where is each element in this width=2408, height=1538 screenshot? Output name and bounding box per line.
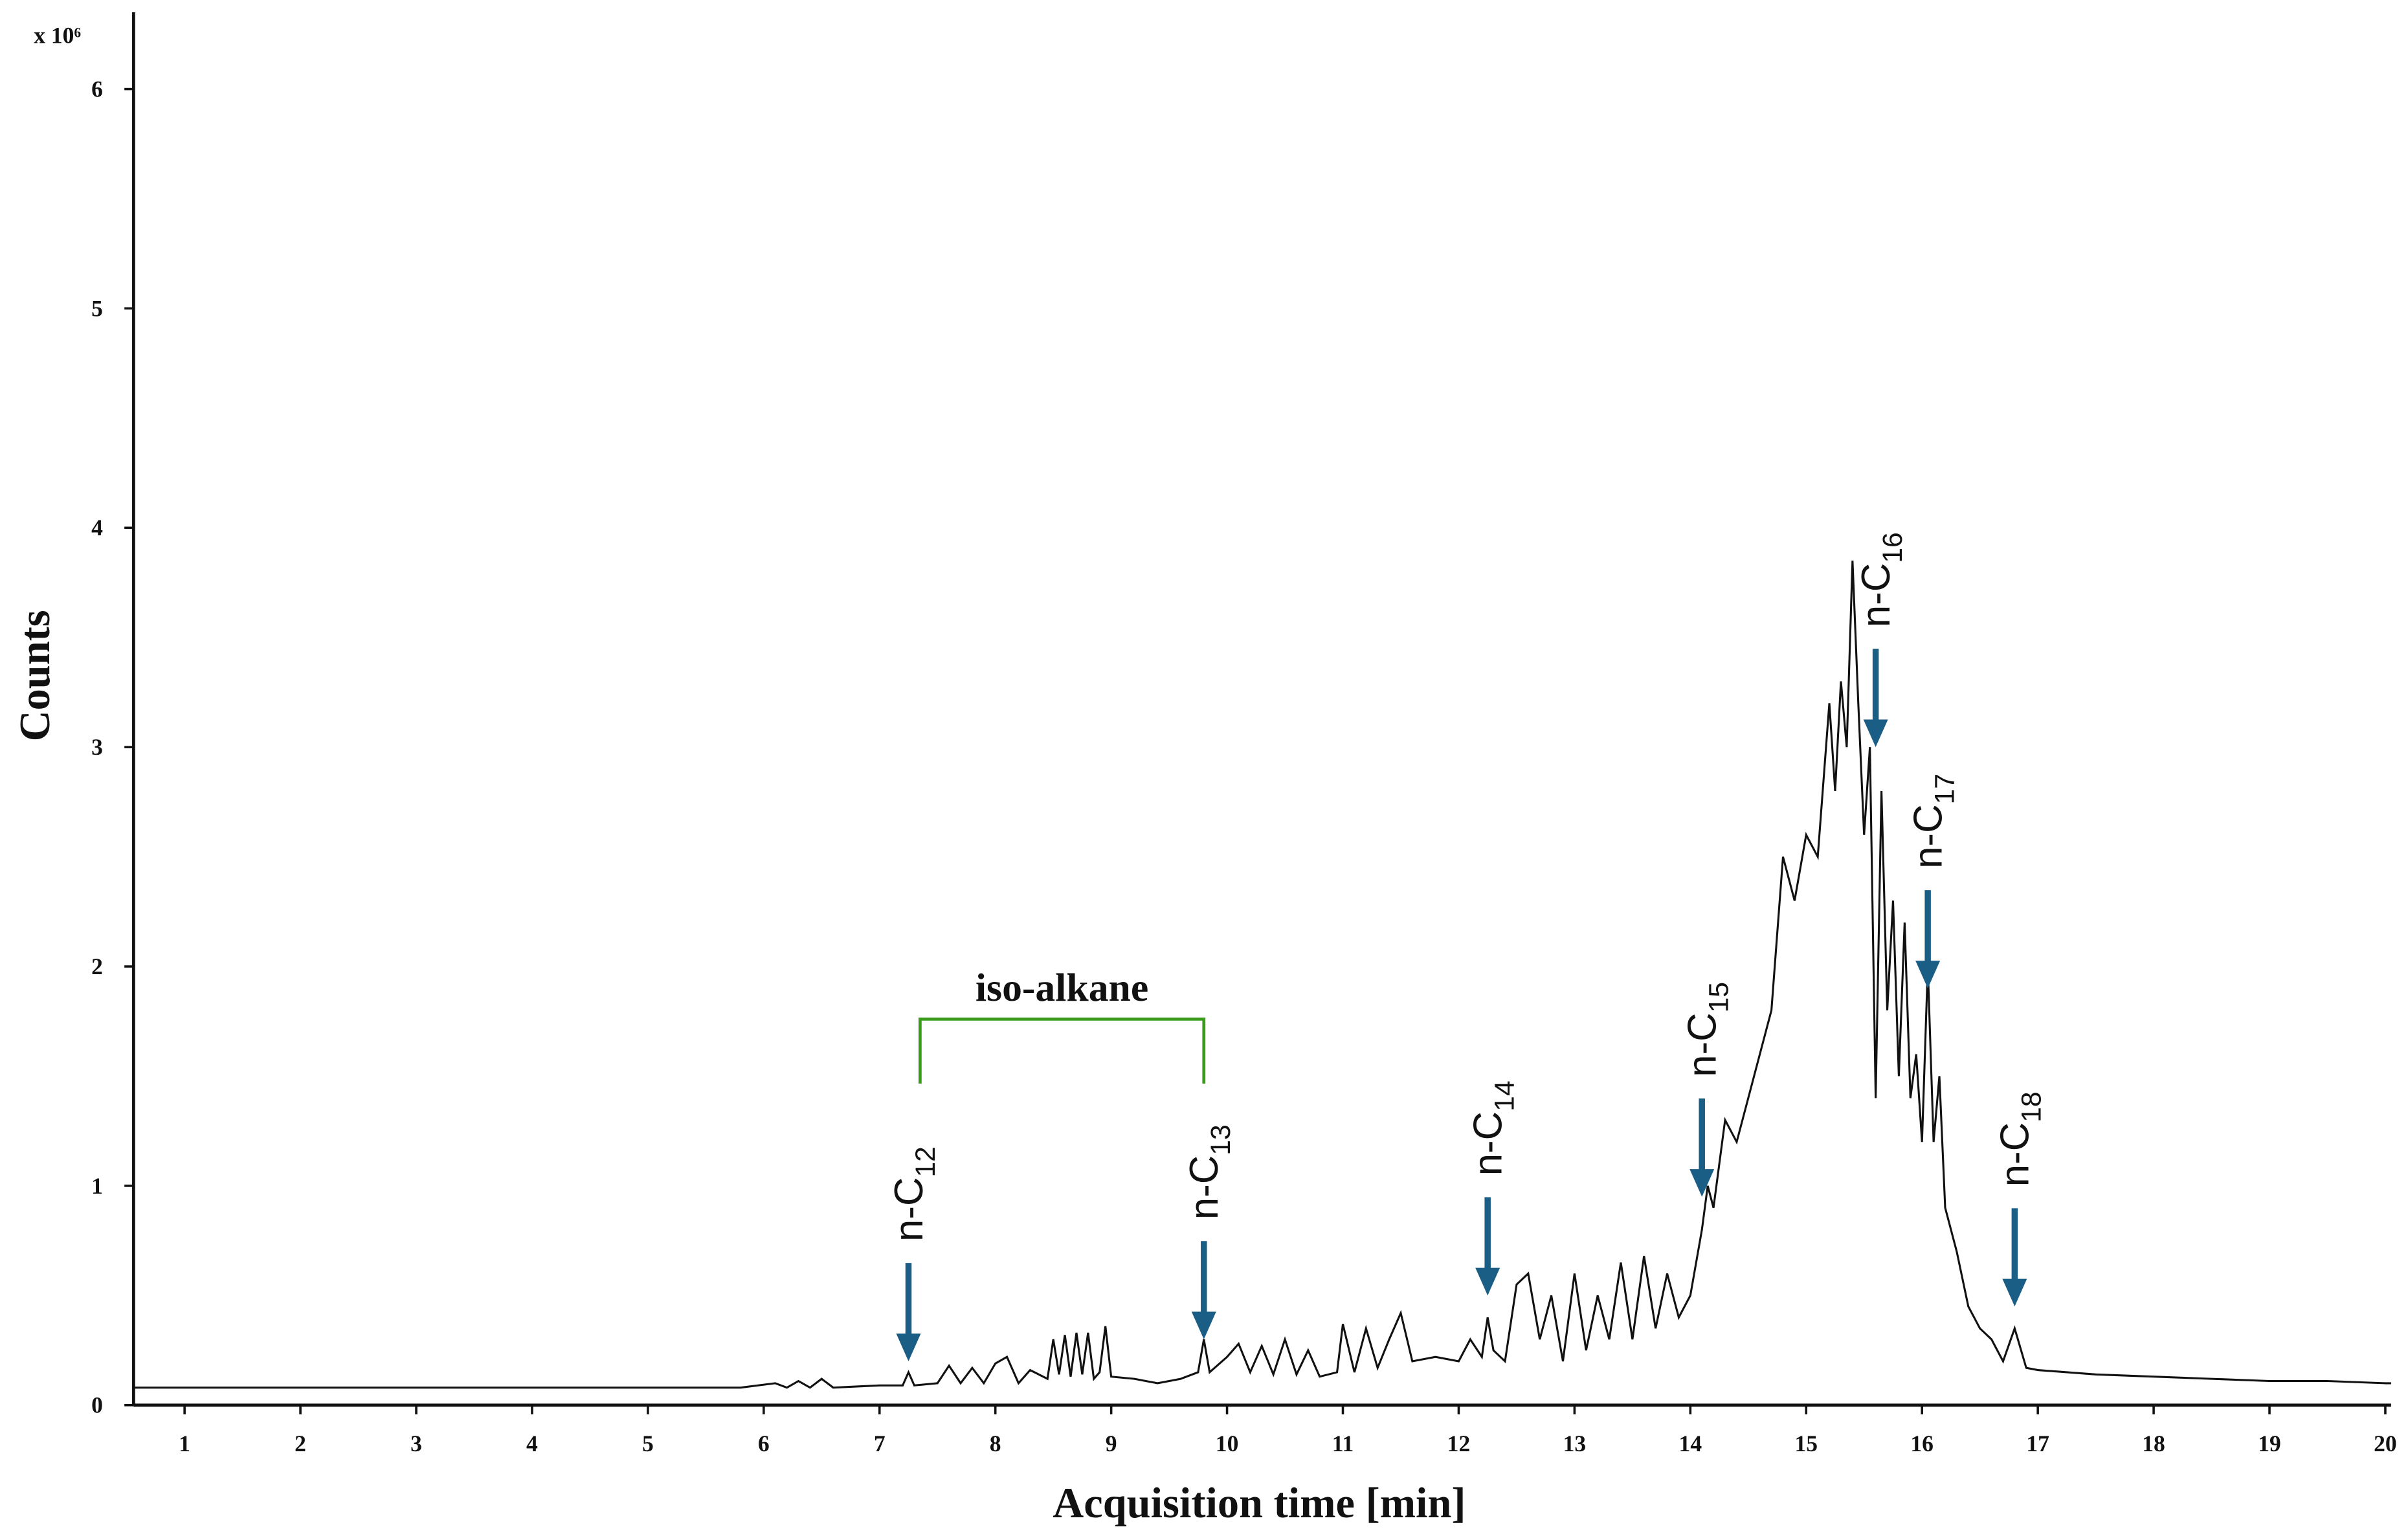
arrow-head [1475,1267,1500,1296]
peak-annotation: n-C17 [1906,774,1961,988]
annotation-text: n-C [1182,1155,1227,1220]
y-tick-label: 5 [91,295,103,321]
chromatogram-trace [133,561,2391,1389]
x-tick-label: 16 [1910,1431,1934,1456]
x-tick-label: 7 [874,1431,886,1456]
peak-annotation: n-C16 [1854,532,1908,748]
y-axis-title: Counts [12,610,59,741]
x-tick-label: 5 [642,1431,654,1456]
x-tick-label: 12 [1447,1431,1471,1456]
peak-annotation: n-C12 [887,1146,941,1362]
annotation-label: n-C15 [1680,982,1735,1077]
x-tick-label: 15 [1794,1431,1818,1456]
annotation-subscript: 15 [1704,982,1735,1012]
annotation-subscript: 13 [1205,1124,1236,1155]
y-tick-label: 3 [91,734,103,760]
y-tick-label: 6 [91,76,103,102]
annotation-text: n-C [887,1177,931,1242]
x-tick-label: 6 [758,1431,770,1456]
annotation-text: n-C [1466,1111,1511,1176]
annotation-subscript: 16 [1877,532,1908,563]
annotation-subscript: 12 [910,1146,941,1177]
annotation-label: n-C12 [887,1146,941,1242]
annotation-subscript: 18 [2016,1091,2047,1122]
y-tick-label: 1 [91,1173,103,1199]
peak-annotation: n-C15 [1680,982,1735,1197]
annotation-subscript: 17 [1929,774,1960,804]
x-tick-label: 18 [2142,1431,2165,1456]
x-tick-label: 9 [1106,1431,1117,1456]
peak-annotation: n-C14 [1466,1080,1521,1296]
arrow-head [2002,1278,2027,1307]
x-tick-label: 20 [2374,1431,2397,1456]
y-multiplier: x 10⁶ [34,22,81,48]
x-tick-label: 1 [179,1431,190,1456]
x-tick-label: 17 [2026,1431,2049,1456]
annotation-label: n-C17 [1906,774,1961,869]
iso-alkane-bracket [919,1018,1206,1084]
peak-annotation: n-C18 [1993,1091,2047,1307]
annotation-label: n-C18 [1993,1091,2047,1187]
annotation-subscript: 14 [1489,1080,1521,1111]
arrow-head [1915,961,1941,988]
x-tick-label: 14 [1679,1431,1702,1456]
arrow-head [1689,1169,1715,1197]
peak-annotation: n-C13 [1182,1124,1236,1340]
x-tick-label: 8 [990,1431,1001,1456]
x-tick-label: 3 [410,1431,422,1456]
annotation-text: n-C [1854,563,1899,627]
annotation-label: n-C13 [1182,1124,1236,1220]
arrow-head [1863,719,1888,748]
x-tick-label: 11 [1332,1431,1354,1456]
x-tick-label: 10 [1216,1431,1239,1456]
annotation-label: n-C16 [1854,532,1908,627]
annotation-text: n-C [1993,1122,2038,1187]
x-tick-label: 4 [526,1431,538,1456]
y-tick-label: 0 [91,1392,103,1418]
arrow-head [1191,1311,1216,1340]
x-tick-label: 2 [295,1431,306,1456]
y-tick-label: 4 [91,515,103,541]
bracket-label: iso-alkane [975,966,1148,1010]
x-tick-label: 13 [1563,1431,1587,1456]
arrow-head [896,1333,921,1362]
y-tick-label: 2 [91,953,103,979]
x-tick-label: 19 [2258,1431,2281,1456]
annotation-text: n-C [1680,1012,1725,1076]
annotation-label: n-C14 [1466,1080,1521,1176]
x-axis-title: Acquisition time [min] [1053,1480,1466,1527]
annotation-text: n-C [1906,805,1951,869]
